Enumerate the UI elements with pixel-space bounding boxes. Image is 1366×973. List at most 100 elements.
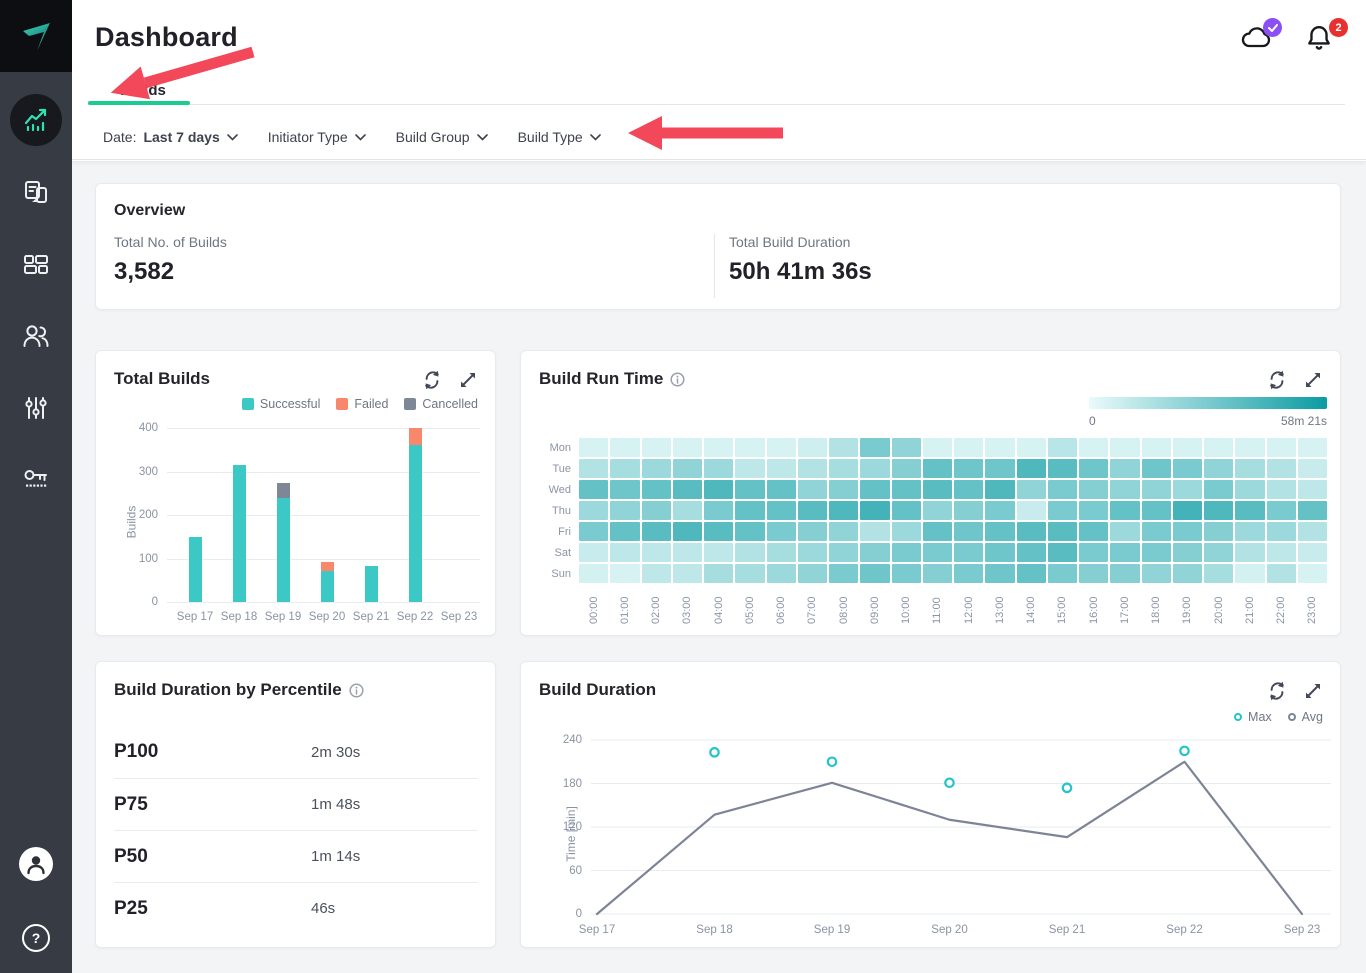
sidebar-item-insights[interactable] xyxy=(0,92,72,148)
gridline xyxy=(167,558,480,560)
filter-build-type-dropdown[interactable]: Build Type xyxy=(518,129,601,145)
heatmap-cell xyxy=(579,438,609,457)
heatmap-col-label: 01:00 xyxy=(618,596,631,624)
heatmap-cell xyxy=(1204,564,1234,583)
sidebar-item-settings[interactable] xyxy=(0,380,72,436)
heatmap-cell xyxy=(1172,543,1203,562)
filter-initiator-type-dropdown[interactable]: Initiator Type xyxy=(268,129,366,145)
heatmap-cell xyxy=(1204,543,1234,562)
heatmap-cell xyxy=(766,522,796,541)
sidebar-item-api-keys[interactable] xyxy=(0,452,72,508)
heatmap-cell xyxy=(985,543,1015,562)
heatmap-cell xyxy=(985,564,1015,583)
heatmap-col-label: 14:00 xyxy=(1025,596,1038,624)
heatmap-row-label: Sat xyxy=(554,546,571,559)
percentile-row: P75 1m 48s xyxy=(114,778,477,830)
cloud-status-button[interactable] xyxy=(1240,18,1282,56)
metric-value: 50h 41m 36s xyxy=(729,258,872,285)
percentile-label: P25 xyxy=(114,897,148,919)
build-run-time-card: Build Run Time xyxy=(520,350,1341,636)
heatmap-cell xyxy=(891,480,921,499)
heatmap-cell xyxy=(860,543,890,562)
filter-date-dropdown[interactable]: Date: Last 7 days xyxy=(103,129,238,145)
refresh-button[interactable] xyxy=(1266,680,1288,702)
check-icon xyxy=(1267,23,1278,32)
heatmap-col-label: 04:00 xyxy=(712,596,725,624)
heatmap-cell xyxy=(610,459,640,478)
legend-label: Max xyxy=(1248,710,1272,724)
sidebar-item-apps[interactable] xyxy=(0,164,72,220)
heatmap-cell xyxy=(891,522,921,541)
heatmap-cell xyxy=(672,564,703,583)
heatmap-cell xyxy=(704,564,734,583)
total-builds-card: Total Builds Successfu xyxy=(95,350,496,636)
heatmap-col-label: 16:00 xyxy=(1087,596,1100,624)
heatmap-col-label: 09:00 xyxy=(868,596,881,624)
title-text: Build Duration by Percentile xyxy=(114,680,342,699)
legend-swatch xyxy=(404,398,417,410)
heatmap-col-label: 07:00 xyxy=(806,596,819,624)
avatar xyxy=(19,847,53,881)
heatmap-cell xyxy=(1110,543,1140,562)
heatmap-cell xyxy=(1141,522,1171,541)
heatmap-cell xyxy=(860,438,890,457)
app-logo[interactable] xyxy=(0,0,72,72)
gridline xyxy=(167,602,480,603)
refresh-button[interactable] xyxy=(1266,369,1288,391)
heatmap-cell xyxy=(797,438,828,457)
page-title: Dashboard xyxy=(95,22,238,52)
heatmap-cell xyxy=(954,564,984,583)
heatmap-cell xyxy=(860,459,890,478)
refresh-icon xyxy=(425,370,439,390)
heatmap-col-label: 18:00 xyxy=(1150,596,1163,624)
user-avatar[interactable] xyxy=(0,847,72,881)
heatmap-cell xyxy=(1235,564,1265,583)
heatmap-cell xyxy=(797,543,828,562)
heatmap-cell xyxy=(704,522,734,541)
expand-button[interactable] xyxy=(1302,680,1324,702)
info-icon[interactable] xyxy=(349,682,364,698)
notifications-button[interactable]: 2 xyxy=(1306,18,1348,56)
y-tick-label: 0 xyxy=(575,908,582,920)
heatmap-cell xyxy=(579,522,609,541)
heatmap-cell xyxy=(1266,480,1296,499)
expand-button[interactable] xyxy=(457,369,479,391)
sidebar-item-team[interactable] xyxy=(0,308,72,364)
metric-label: Total No. of Builds xyxy=(114,234,227,250)
tab-builds[interactable]: Builds xyxy=(120,82,166,99)
heatmap-cell xyxy=(829,564,859,583)
heatmap-col-label: 02:00 xyxy=(650,596,663,624)
info-icon[interactable] xyxy=(670,371,685,387)
heatmap-row-label: Sun xyxy=(551,567,571,580)
legend-label: Avg xyxy=(1301,710,1323,724)
heatmap-cell xyxy=(672,480,703,499)
heatmap-cell xyxy=(1204,459,1234,478)
legend-label: Failed xyxy=(354,397,389,411)
heatmap-cell xyxy=(1266,501,1296,520)
heatmap-cell xyxy=(954,522,984,541)
heatmap-cell xyxy=(735,543,765,562)
trending-chart-icon xyxy=(24,108,47,132)
heatmap-cell xyxy=(1266,522,1296,541)
x-tick-label: Sep 19 xyxy=(264,611,302,623)
duration-chart-svg xyxy=(591,739,1331,916)
heatmap-cell xyxy=(641,480,671,499)
x-tick-label: Sep 19 xyxy=(813,924,851,936)
bell-icon xyxy=(1308,26,1330,50)
bar-segment-successful xyxy=(364,566,378,602)
filter-label: Build Type xyxy=(517,129,583,145)
help-button[interactable]: ? xyxy=(0,923,72,953)
refresh-button[interactable] xyxy=(421,369,443,391)
percentile-value: 1m 14s xyxy=(311,848,361,865)
filter-build-group-dropdown[interactable]: Build Group xyxy=(396,129,488,145)
card-actions xyxy=(1266,680,1324,702)
heatmap-cell xyxy=(1297,438,1328,457)
heatmap-cell xyxy=(891,564,921,583)
sidebar-item-boards[interactable] xyxy=(0,236,72,292)
filter-bar: Date: Last 7 days Initiator Type Build G… xyxy=(72,115,1366,160)
heatmap-cell xyxy=(1016,501,1046,520)
heatmap-cell xyxy=(766,543,796,562)
heatmap-col-label: 19:00 xyxy=(1181,596,1194,624)
heatmap-col-label: 21:00 xyxy=(1243,596,1256,624)
expand-button[interactable] xyxy=(1302,369,1324,391)
